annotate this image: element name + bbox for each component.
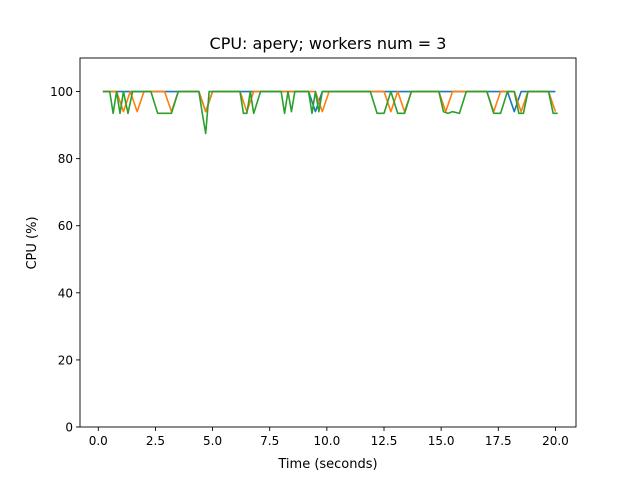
x-tick-label: 0.0 (89, 434, 108, 448)
y-axis: 0 20 40 60 80 100 (50, 85, 80, 435)
x-tick-label: 12.5 (371, 434, 398, 448)
axes-frame (79, 57, 577, 428)
y-tick-label: 40 (58, 286, 73, 300)
x-tick-label: 7.5 (260, 434, 279, 448)
y-tick-label: 100 (50, 85, 73, 99)
x-axis-label: Time (seconds) (277, 457, 377, 472)
x-tick-label: 2.5 (146, 434, 165, 448)
x-tick-label: 5.0 (203, 434, 222, 448)
x-tick-label: 20.0 (542, 434, 569, 448)
x-axis: 0.0 2.5 5.0 7.5 10.0 12.5 15.0 17.5 20.0 (89, 427, 569, 448)
plot-area (79, 57, 577, 428)
y-tick-label: 0 (65, 421, 73, 435)
chart-title: CPU: apery; workers num = 3 (210, 34, 447, 53)
y-tick-label: 80 (58, 152, 73, 166)
y-axis-label: CPU (%) (25, 216, 40, 269)
x-tick-label: 17.5 (485, 434, 512, 448)
y-tick-label: 60 (58, 219, 73, 233)
x-tick-label: 10.0 (313, 434, 340, 448)
series-line-3 (102, 90, 558, 135)
x-tick-label: 15.0 (428, 434, 455, 448)
y-tick-label: 20 (58, 353, 73, 367)
